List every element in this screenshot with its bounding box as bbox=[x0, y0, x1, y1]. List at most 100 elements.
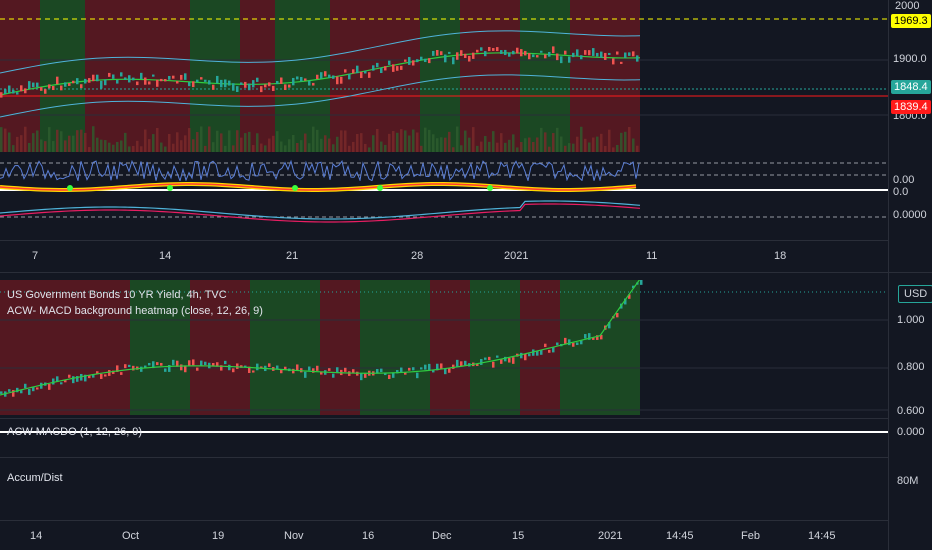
bottom-candle bbox=[596, 335, 599, 340]
top-volume-bar bbox=[388, 133, 391, 152]
bottom-candle bbox=[332, 373, 335, 378]
top-volume-bar bbox=[532, 141, 535, 152]
bottom-candle bbox=[256, 363, 259, 371]
top-volume-bar bbox=[104, 140, 107, 152]
top-candle bbox=[308, 80, 311, 86]
top-volume-bar bbox=[456, 126, 459, 152]
bottom-candle bbox=[496, 355, 499, 358]
bottom-candle bbox=[580, 340, 583, 345]
bottom-candle bbox=[204, 361, 207, 366]
bottom-candle bbox=[520, 352, 523, 359]
top-candle bbox=[284, 84, 287, 90]
top-volume-bar bbox=[56, 129, 59, 152]
accum-indicator-label[interactable]: Accum/Dist bbox=[7, 472, 63, 484]
top-price-pane[interactable] bbox=[0, 0, 932, 160]
top-candle bbox=[404, 59, 407, 62]
bottom-heatmap-zone-4 bbox=[320, 280, 360, 415]
top-candle bbox=[448, 51, 451, 54]
bottom-candle bbox=[196, 367, 199, 371]
top-volume-bar bbox=[144, 129, 147, 152]
bottom-candle bbox=[364, 372, 367, 378]
bottom-candle bbox=[484, 357, 487, 360]
top-volume-bar bbox=[404, 130, 407, 152]
top-volume-bar bbox=[636, 145, 639, 152]
top-volume-bar bbox=[552, 133, 555, 152]
top-volume-bar bbox=[168, 133, 171, 152]
bottom-candle bbox=[252, 370, 255, 373]
top-volume-bar bbox=[176, 132, 179, 152]
top-volume-bar bbox=[528, 137, 531, 152]
bottom-candle bbox=[536, 350, 539, 356]
top-candle bbox=[260, 86, 263, 93]
top-candle bbox=[540, 50, 543, 53]
top-volume-bar bbox=[260, 143, 263, 152]
macd-indicator-label[interactable]: ACW MACDO (1, 12, 26, 9) bbox=[7, 426, 143, 438]
symbol-title[interactable]: US Government Bonds 10 YR Yield, 4h, TVC bbox=[7, 289, 227, 301]
bottom-price-pane[interactable] bbox=[0, 280, 888, 418]
bottom-candle bbox=[104, 374, 107, 377]
top-volume-bar bbox=[288, 139, 291, 152]
top-volume-bar bbox=[68, 135, 71, 152]
top-osc-axis-label-0: 0.00 bbox=[893, 174, 915, 186]
bottom-candle bbox=[328, 368, 331, 371]
top-volume-bar bbox=[380, 141, 383, 152]
bottom-candle bbox=[192, 359, 195, 366]
bottom-candle bbox=[40, 382, 43, 389]
currency-badge[interactable]: USD bbox=[898, 285, 932, 303]
top-volume-bar bbox=[452, 147, 455, 152]
top-volume-bar bbox=[520, 142, 523, 152]
top-candle bbox=[548, 51, 551, 57]
bottom-candle bbox=[88, 375, 91, 379]
top-volume-bar bbox=[212, 142, 215, 152]
bottom-candle bbox=[432, 369, 435, 373]
top-volume-bar bbox=[100, 139, 103, 152]
top-volume-bar bbox=[272, 135, 275, 152]
top-candle bbox=[296, 76, 299, 80]
top-bollinger-lower bbox=[0, 74, 641, 118]
bottom-candle bbox=[436, 363, 439, 371]
top-candle bbox=[192, 81, 195, 88]
top-volume-bar bbox=[432, 134, 435, 152]
top-candle bbox=[44, 89, 47, 94]
top-volume-bar bbox=[460, 145, 463, 152]
top-time-label-6: 18 bbox=[774, 250, 787, 262]
macd-chart[interactable] bbox=[0, 419, 888, 457]
top-candle bbox=[148, 81, 151, 85]
bottom-price-axis-label-0: 1.000 bbox=[897, 314, 925, 326]
top-candle bbox=[304, 78, 307, 81]
bottom-price-chart[interactable] bbox=[0, 280, 888, 418]
bottom-time-label-2: 19 bbox=[212, 530, 225, 542]
top-candle bbox=[116, 79, 119, 84]
top-candle bbox=[476, 49, 479, 53]
bottom-heatmap-zone-6 bbox=[430, 280, 470, 415]
top-volume-bar bbox=[540, 127, 543, 152]
bottom-candle bbox=[632, 285, 635, 289]
top-candle bbox=[180, 74, 183, 80]
top-volume-bar bbox=[480, 141, 483, 152]
osc-signal-dot-2 bbox=[292, 185, 298, 191]
top-volume-bar bbox=[500, 133, 503, 152]
bottom-candle bbox=[608, 322, 611, 329]
bottom-candle bbox=[92, 375, 95, 378]
top-price-chart[interactable] bbox=[0, 0, 932, 160]
top-candle bbox=[276, 80, 279, 85]
bottom-candle bbox=[452, 364, 455, 369]
bottom-candle bbox=[276, 365, 279, 369]
bottom-candle bbox=[416, 372, 419, 379]
top-oscillator-chart[interactable] bbox=[0, 153, 888, 233]
bottom-candle bbox=[628, 294, 631, 299]
bottom-time-label-10: 14:45 bbox=[808, 530, 836, 542]
top-price-tag-last: 1848.4 bbox=[891, 80, 931, 94]
bottom-candle bbox=[420, 367, 423, 370]
top-candle bbox=[244, 81, 247, 88]
macd-pane[interactable] bbox=[0, 419, 888, 457]
top-oscillator-pane[interactable] bbox=[0, 153, 888, 233]
top-volume-bar bbox=[412, 129, 415, 152]
top-candle bbox=[612, 58, 615, 65]
top-candle bbox=[248, 83, 251, 91]
top-candle bbox=[392, 64, 395, 72]
indicator-title[interactable]: ACW- MACD background heatmap (close, 12,… bbox=[7, 305, 263, 317]
bottom-candle bbox=[400, 367, 403, 373]
top-candle bbox=[452, 57, 455, 65]
top-candle bbox=[40, 87, 43, 91]
